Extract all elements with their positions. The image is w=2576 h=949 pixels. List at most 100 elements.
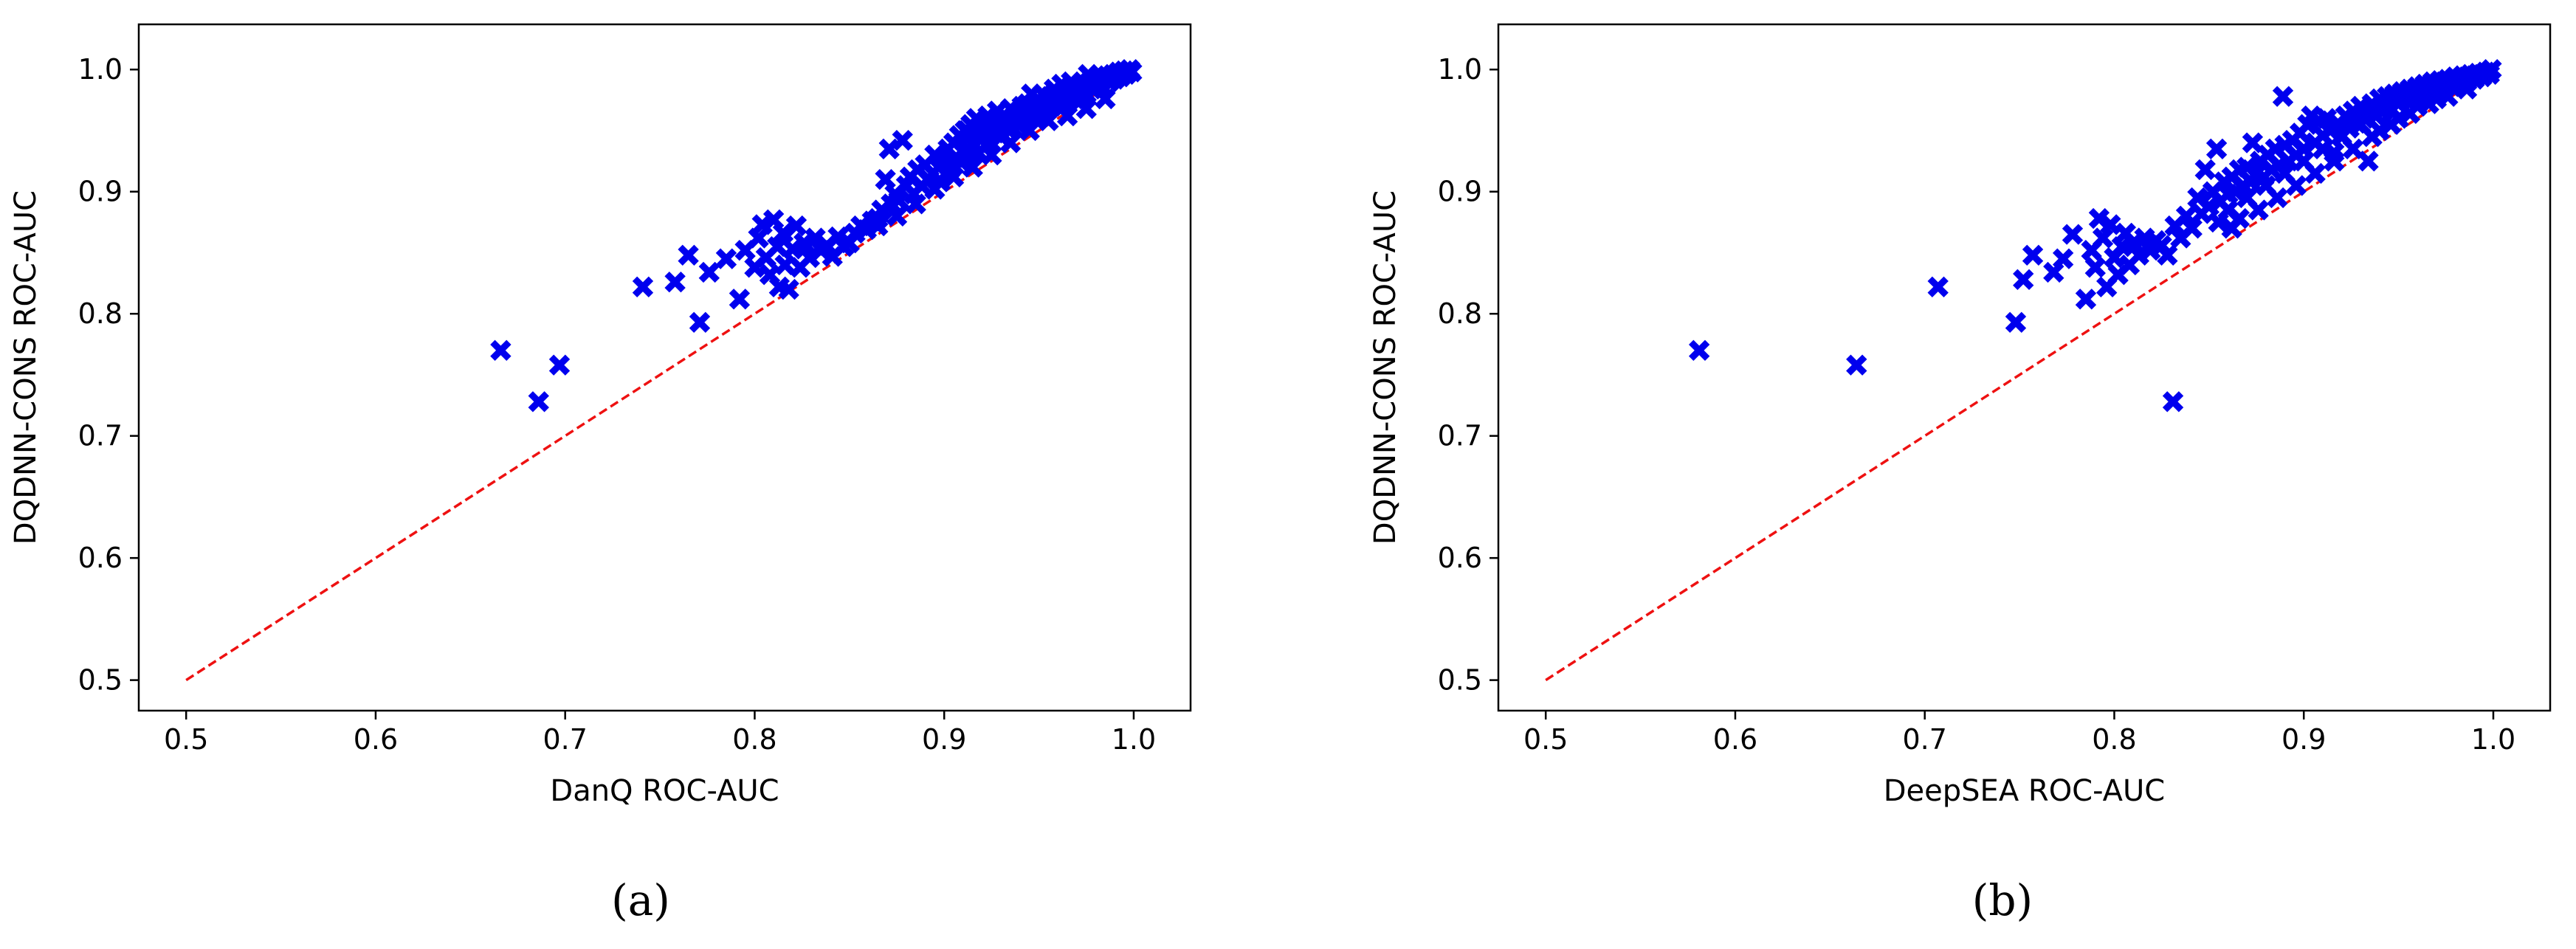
data-point bbox=[1056, 105, 1078, 127]
data-point bbox=[888, 190, 909, 211]
data-point bbox=[878, 138, 900, 159]
data-point bbox=[2052, 248, 2074, 269]
data-point bbox=[715, 248, 737, 269]
data-point bbox=[729, 289, 751, 310]
panel-a-axes-frame bbox=[137, 23, 1192, 712]
data-point bbox=[767, 235, 788, 258]
data-point bbox=[886, 205, 908, 227]
panel-a-scatter-plot: 0.5 0.6 0.7 0.8 0.9 1.0 0.5 0.6 0.7 0.8 0.9 1.0 DanQ… bbox=[9, 23, 1192, 808]
data-point bbox=[1051, 73, 1072, 95]
data-point bbox=[1846, 354, 1867, 376]
data-point bbox=[2208, 211, 2229, 233]
panel-a-y-tick-label: 0.7 bbox=[78, 420, 123, 452]
data-point bbox=[1927, 276, 1949, 297]
data-point bbox=[678, 244, 699, 266]
data-point bbox=[892, 130, 913, 151]
data-point bbox=[905, 193, 926, 215]
data-point bbox=[2293, 151, 2315, 172]
panel-b-y-tick-label: 0.9 bbox=[1438, 176, 1482, 208]
data-point bbox=[664, 271, 686, 293]
data-point bbox=[2175, 205, 2197, 227]
panel-b-y-tick-label: 0.7 bbox=[1438, 420, 1482, 452]
panel-a-x-tick-label: 0.6 bbox=[354, 723, 398, 756]
data-point bbox=[778, 278, 799, 300]
panel-a-x-tick-label: 0.5 bbox=[164, 723, 208, 756]
data-point bbox=[2369, 120, 2391, 142]
panel-a-y-axis-title: DQDNN-CONS ROC-AUC bbox=[9, 190, 43, 545]
data-point bbox=[2075, 289, 2097, 310]
panel-b-x-tick-label: 0.6 bbox=[1713, 723, 1757, 756]
data-point bbox=[2092, 227, 2114, 249]
data-point bbox=[793, 232, 815, 254]
panel-b-x-axis-title: DeepSEA ROC-AUC bbox=[1884, 774, 2165, 808]
data-point bbox=[751, 214, 773, 235]
data-point bbox=[748, 227, 769, 249]
data-point bbox=[2194, 159, 2216, 181]
data-point bbox=[490, 339, 512, 362]
data-point bbox=[2221, 218, 2242, 239]
data-point bbox=[2157, 244, 2178, 266]
data-point bbox=[2236, 187, 2258, 209]
data-point bbox=[774, 254, 796, 276]
panel-b-y-tick-label: 0.6 bbox=[1438, 542, 1482, 574]
data-point bbox=[2198, 196, 2220, 217]
data-point bbox=[943, 166, 965, 188]
panel-b-scatter-plot: 0.5 0.6 0.7 0.8 0.9 1.0 0.5 0.6 0.7 0.8 0.9 1.0 Deep… bbox=[1368, 23, 2552, 808]
data-point bbox=[2181, 218, 2203, 239]
data-point bbox=[1688, 339, 1710, 362]
data-point bbox=[782, 238, 803, 260]
panel-b-points bbox=[1688, 59, 2502, 413]
data-point bbox=[1095, 88, 1116, 110]
data-point bbox=[528, 391, 549, 413]
data-point bbox=[986, 100, 1008, 122]
data-point bbox=[1019, 120, 1040, 142]
panel-b-y-tick-label: 0.5 bbox=[1438, 664, 1482, 697]
panel-b-x-tick-label: 1.0 bbox=[2471, 723, 2515, 756]
data-point bbox=[924, 179, 946, 200]
data-point bbox=[1121, 61, 1143, 83]
panel-a-x-axis-title: DanQ ROC-AUC bbox=[550, 774, 779, 808]
data-point bbox=[632, 276, 654, 297]
data-point bbox=[2062, 224, 2084, 245]
panel-a-reference-line bbox=[185, 68, 1134, 682]
data-point bbox=[2088, 207, 2110, 230]
data-point bbox=[875, 168, 896, 190]
panel-a-label: (a) bbox=[611, 875, 670, 925]
panel-b-x-tick-label: 0.9 bbox=[2281, 723, 2326, 756]
data-point bbox=[2312, 138, 2334, 159]
data-point bbox=[2331, 126, 2352, 148]
data-point bbox=[2481, 59, 2502, 80]
data-point bbox=[2122, 232, 2144, 254]
data-point bbox=[2128, 244, 2150, 266]
panel-b-y-tick-label: 0.8 bbox=[1438, 297, 1482, 330]
panel-b-x-tick-label: 0.5 bbox=[1523, 723, 1568, 756]
panel-b-label: (b) bbox=[1972, 875, 2033, 925]
panel-a-y-tick-label: 1.0 bbox=[78, 53, 123, 86]
data-point bbox=[999, 132, 1022, 153]
data-point bbox=[2242, 132, 2264, 153]
data-point bbox=[2255, 175, 2277, 196]
data-point bbox=[2358, 151, 2379, 172]
data-point bbox=[2162, 391, 2184, 413]
panel-a-x-tick-label: 0.9 bbox=[922, 723, 966, 756]
data-point bbox=[2274, 162, 2296, 184]
panel-b-axes-frame bbox=[1497, 23, 2552, 712]
panel-a-y-tick-label: 0.9 bbox=[78, 176, 123, 208]
data-point bbox=[2022, 244, 2044, 266]
panel-b-x-tick-label: 0.8 bbox=[2092, 723, 2136, 756]
panel-a-y-tick-label: 0.8 bbox=[78, 297, 123, 330]
data-point bbox=[867, 215, 889, 237]
panel-b-reference-line bbox=[1545, 68, 2494, 682]
data-point bbox=[2100, 214, 2121, 235]
data-point bbox=[548, 354, 571, 376]
data-point bbox=[2407, 95, 2428, 117]
panel-b-y-axis-title: DQDNN-CONS ROC-AUC bbox=[1368, 190, 1402, 545]
data-point bbox=[2005, 311, 2027, 333]
data-point bbox=[975, 134, 996, 156]
data-point bbox=[2084, 257, 2106, 278]
data-point bbox=[962, 156, 983, 178]
data-point bbox=[2350, 114, 2372, 135]
data-point bbox=[689, 311, 711, 333]
panel-b-y-tick-label: 1.0 bbox=[1438, 53, 1482, 86]
